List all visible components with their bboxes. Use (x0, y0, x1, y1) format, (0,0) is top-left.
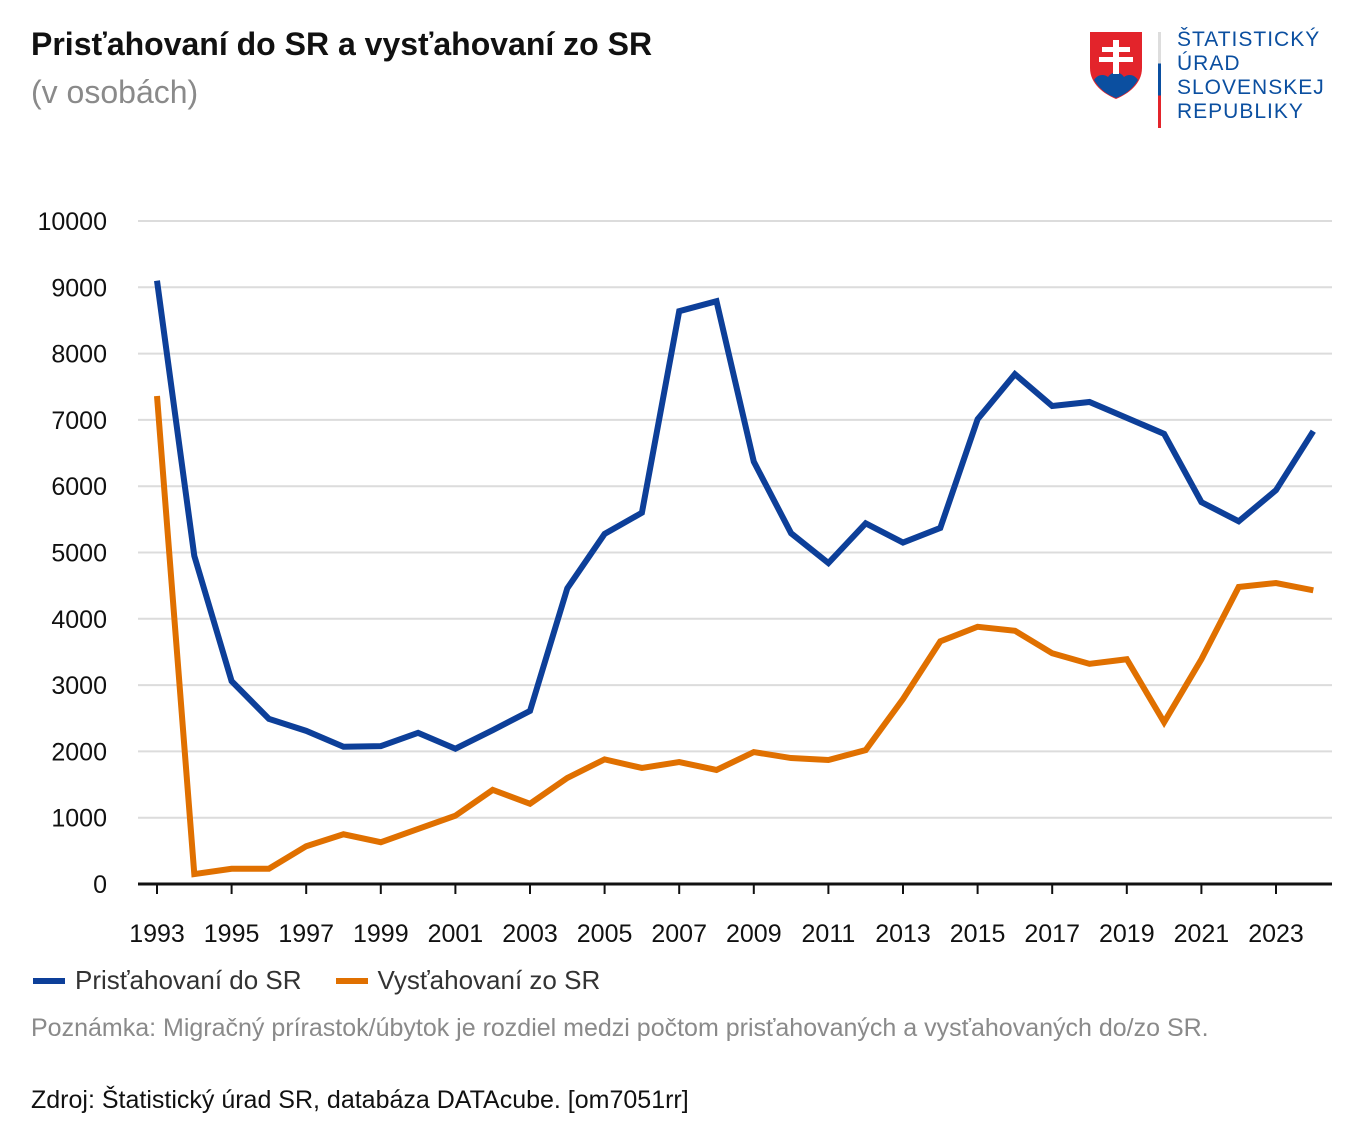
legend-label: Vysťahovaní zo SR (377, 965, 601, 995)
y-tick-label: 0 (93, 871, 107, 899)
y-tick-label: 1000 (51, 805, 107, 833)
source-note: Zdroj: Štatistický úrad SR, databáza DAT… (31, 1086, 689, 1114)
y-tick-label: 4000 (51, 606, 107, 634)
series-line-immigrants (154, 280, 1316, 753)
legend-item-immigrants: Prisťahovaní do SR (33, 965, 302, 996)
y-tick-label: 3000 (51, 672, 107, 700)
footnote: Poznámka: Migračný prírastok/úbytok je r… (31, 1014, 1209, 1042)
logo-line: SLOVENSKEJ (1177, 76, 1325, 99)
y-tick-label: 7000 (51, 407, 107, 435)
series-line-emigrants (154, 395, 1314, 878)
x-tick-label: 1995 (204, 920, 260, 948)
chart-subtitle: (v osobách) (31, 74, 199, 110)
x-tick-label: 2015 (950, 920, 1006, 948)
x-tick-label: 2003 (502, 920, 558, 948)
x-tick-label: 2023 (1248, 920, 1304, 948)
x-tick-label: 2013 (875, 920, 931, 948)
x-tick-label: 1993 (129, 920, 185, 948)
legend: Prisťahovaní do SR Vysťahovaní zo SR (33, 965, 600, 996)
logo-text: ŠTATISTICKÝ ÚRAD SLOVENSKEJ REPUBLIKY (1177, 28, 1325, 124)
x-tick-label: 2017 (1024, 920, 1080, 948)
x-tick-label: 2005 (577, 920, 633, 948)
y-tick-label: 9000 (51, 274, 107, 302)
line-chart: 0 1000 2000 3000 4000 5000 6000 7000 8000 9000 100… (37, 208, 1332, 948)
y-tick-label: 6000 (51, 473, 107, 501)
y-tick-label: 8000 (51, 341, 107, 369)
legend-label: Prisťahovaní do SR (75, 965, 302, 995)
logo-divider (1158, 32, 1161, 128)
x-tick-label: 2011 (802, 920, 856, 948)
x-tick-label: 1999 (353, 920, 409, 948)
legend-swatch (33, 977, 65, 984)
y-tick-label: 10000 (37, 208, 107, 236)
x-tick-label: 1997 (278, 920, 334, 948)
statistical-office-logo: ŠTATISTICKÝ ÚRAD SLOVENSKEJ REPUBLIKY (1088, 28, 1338, 130)
logo-line: ÚRAD (1177, 52, 1241, 75)
legend-swatch (335, 977, 368, 984)
logo-line: ŠTATISTICKÝ (1177, 28, 1321, 51)
logo-line: REPUBLIKY (1177, 100, 1304, 123)
x-tick-label: 2009 (726, 920, 782, 948)
chart-title: Prisťahovaní do SR a vysťahovaní zo SR (31, 26, 653, 62)
x-tick-label: 2001 (428, 920, 484, 948)
x-tick-label: 2007 (651, 920, 707, 948)
coat-of-arms-icon (1090, 32, 1142, 99)
legend-item-emigrants: Vysťahovaní zo SR (335, 965, 601, 996)
x-tick-label: 2019 (1099, 920, 1155, 948)
y-tick-label: 5000 (51, 540, 107, 568)
y-tick-label: 2000 (51, 738, 107, 766)
x-tick-label: 2021 (1174, 920, 1230, 948)
